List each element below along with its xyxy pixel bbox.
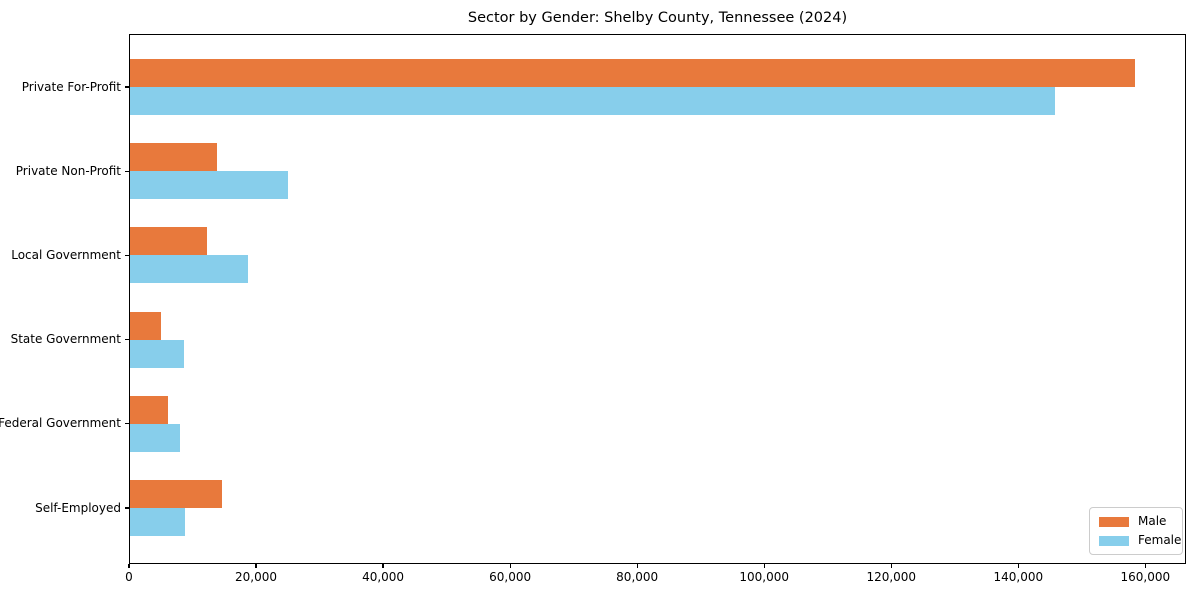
x-tick-40-000 (382, 564, 384, 568)
x-tick-label-80-000: 80,000 (616, 570, 659, 584)
bar-female-private-for-profit (129, 87, 1055, 115)
x-tick-60-000 (509, 564, 511, 568)
legend-label-female: Female (1138, 533, 1182, 547)
legend-swatch-male (1099, 516, 1129, 527)
x-tick-label-0: 0 (125, 570, 133, 584)
legend-swatch-female (1099, 535, 1129, 546)
y-tick-self-employed (125, 507, 129, 509)
bar-female-self-employed (129, 508, 185, 536)
x-tick-label-120-000: 120,000 (866, 570, 917, 584)
x-tick-80-000 (636, 564, 638, 568)
y-tick-state-government (125, 339, 129, 341)
x-tick-label-100-000: 100,000 (739, 570, 790, 584)
x-tick-160-000 (1144, 564, 1146, 568)
x-tick-0 (128, 564, 130, 568)
x-tick-label-160-000: 160,000 (1120, 570, 1171, 584)
x-tick-140-000 (1017, 564, 1019, 568)
bar-female-federal-government (129, 423, 181, 452)
chart-title: Sector by Gender: Shelby County, Tenness… (467, 10, 848, 26)
y-tick-local-government (125, 254, 129, 256)
category-label-private-non-profit: Private Non-Profit (15, 163, 121, 178)
bar-male-self-employed (129, 480, 223, 508)
bar-male-state-government (129, 311, 161, 340)
x-tick-100-000 (763, 564, 765, 568)
x-tick-120-000 (890, 564, 892, 568)
bar-male-federal-government (129, 395, 168, 424)
bar-female-private-non-profit (129, 171, 289, 200)
bar-female-state-government (129, 339, 184, 368)
bar-female-local-government (129, 255, 249, 284)
category-label-state-government: State Government (10, 332, 121, 347)
y-tick-private-non-profit (125, 170, 129, 172)
x-tick-label-140-000: 140,000 (993, 570, 1044, 584)
y-tick-private-for-profit (125, 86, 129, 88)
bar-male-private-non-profit (129, 143, 217, 172)
bar-male-private-for-profit (129, 59, 1136, 87)
legend: Male Female (1089, 507, 1183, 555)
y-tick-federal-government (125, 423, 129, 425)
legend-item-male: Male (1099, 515, 1173, 528)
category-label-federal-government: Federal Government (0, 416, 121, 431)
x-tick-20-000 (255, 564, 257, 568)
bar-male-local-government (129, 227, 208, 256)
legend-label-male: Male (1138, 514, 1167, 528)
x-tick-label-60-000: 60,000 (489, 570, 532, 584)
category-label-private-for-profit: Private For-Profit (21, 79, 121, 94)
x-tick-label-40-000: 40,000 (362, 570, 405, 584)
category-label-self-employed: Self-Employed (35, 500, 121, 515)
legend-item-female: Female (1099, 534, 1181, 547)
category-label-local-government: Local Government (11, 247, 121, 262)
x-tick-label-20-000: 20,000 (235, 570, 278, 584)
